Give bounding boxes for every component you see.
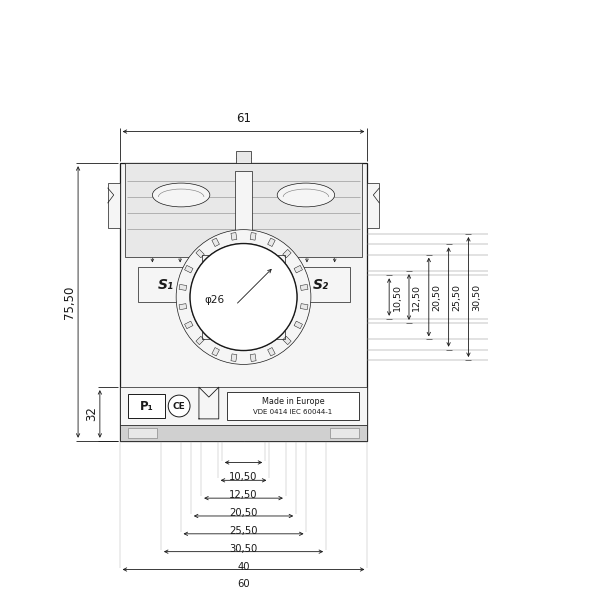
Circle shape	[168, 395, 190, 417]
Text: 20,50: 20,50	[229, 508, 258, 518]
Bar	[236, 151, 251, 163]
Text: 61: 61	[236, 112, 251, 125]
Circle shape	[176, 230, 311, 364]
Bar	[250, 233, 256, 240]
Bar	[128, 428, 157, 438]
Text: 32: 32	[85, 406, 98, 421]
Text: 30,50: 30,50	[472, 283, 481, 311]
Text: 30,50: 30,50	[229, 544, 257, 554]
Bar	[268, 238, 275, 247]
Text: 10,50: 10,50	[229, 472, 258, 482]
Text: 12,50: 12,50	[412, 284, 421, 311]
Bar	[119, 387, 367, 425]
Bar	[283, 250, 291, 258]
Bar	[185, 321, 193, 329]
Bar	[301, 284, 308, 290]
Bar	[268, 347, 275, 356]
Text: φ26: φ26	[204, 295, 224, 305]
Bar	[233, 245, 254, 256]
Bar	[196, 250, 204, 258]
Bar	[367, 183, 379, 227]
Text: 12,50: 12,50	[229, 490, 258, 500]
Text: S₂: S₂	[313, 278, 329, 292]
Text: 60: 60	[237, 580, 250, 589]
Text: VDE 0414 IEC 60044-1: VDE 0414 IEC 60044-1	[253, 409, 332, 415]
Bar	[179, 304, 187, 310]
Text: 40: 40	[237, 562, 250, 572]
Bar	[128, 394, 165, 418]
Bar	[108, 183, 119, 227]
Bar	[185, 265, 193, 273]
Bar	[192, 286, 202, 308]
Text: 75,50: 75,50	[62, 285, 76, 319]
Bar	[119, 163, 367, 440]
Bar	[125, 163, 362, 257]
Bar	[235, 171, 253, 256]
Bar	[212, 238, 220, 247]
Text: Made in Europe: Made in Europe	[262, 397, 325, 406]
Bar	[119, 425, 367, 440]
Bar	[283, 336, 291, 344]
Ellipse shape	[277, 183, 335, 207]
Bar	[231, 354, 237, 362]
Bar	[294, 265, 302, 273]
Bar	[233, 338, 254, 349]
Text: 25,50: 25,50	[229, 526, 258, 536]
Bar	[285, 286, 295, 308]
Bar	[179, 284, 187, 290]
Bar	[330, 428, 359, 438]
Bar	[292, 268, 350, 302]
Bar	[301, 304, 308, 310]
Circle shape	[190, 244, 297, 350]
Ellipse shape	[152, 183, 210, 207]
Bar	[196, 336, 204, 344]
Text: P₁: P₁	[140, 400, 154, 413]
Bar	[231, 233, 237, 240]
Bar	[227, 392, 359, 420]
Text: 20,50: 20,50	[432, 284, 441, 311]
Bar	[137, 268, 195, 302]
Text: CE: CE	[173, 401, 185, 410]
Bar	[250, 354, 256, 362]
Circle shape	[190, 244, 297, 350]
Bar	[212, 347, 220, 356]
Bar	[294, 321, 302, 329]
Bar	[202, 256, 285, 338]
Text: S₁: S₁	[158, 278, 175, 292]
Text: 10,50: 10,50	[392, 284, 401, 311]
Text: 25,50: 25,50	[452, 284, 461, 311]
